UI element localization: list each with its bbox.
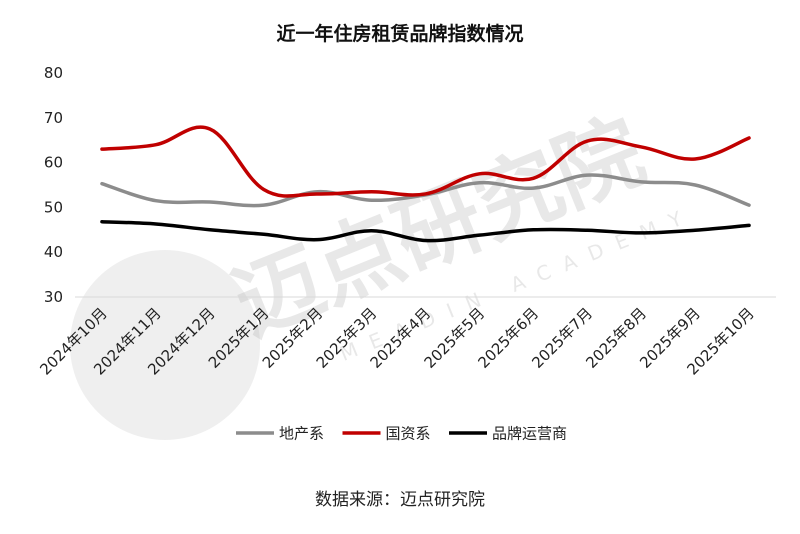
y-tick-label: 50	[44, 198, 63, 216]
y-tick-label: 40	[44, 243, 63, 261]
y-axis: 30 40 50 60 70 80	[44, 64, 63, 306]
series-line-1	[100, 125, 751, 198]
series-layer	[100, 125, 751, 243]
y-tick-label: 80	[44, 64, 63, 82]
watermark: 迈点研究院 MEADIN ACADEMY	[70, 101, 698, 440]
source-note: 数据来源：迈点研究院	[315, 490, 485, 510]
legend: 地产系 国资系 品牌运营商	[236, 425, 567, 443]
chart-title: 近一年住房租赁品牌指数情况	[276, 22, 523, 45]
legend-label-0: 地产系	[279, 425, 324, 443]
y-tick-label: 30	[44, 288, 63, 306]
series-line-2	[100, 219, 751, 243]
y-tick-label: 60	[44, 154, 63, 172]
legend-label-1: 国资系	[386, 425, 431, 443]
legend-label-2: 品牌运营商	[492, 425, 567, 443]
y-tick-label: 70	[44, 109, 63, 127]
